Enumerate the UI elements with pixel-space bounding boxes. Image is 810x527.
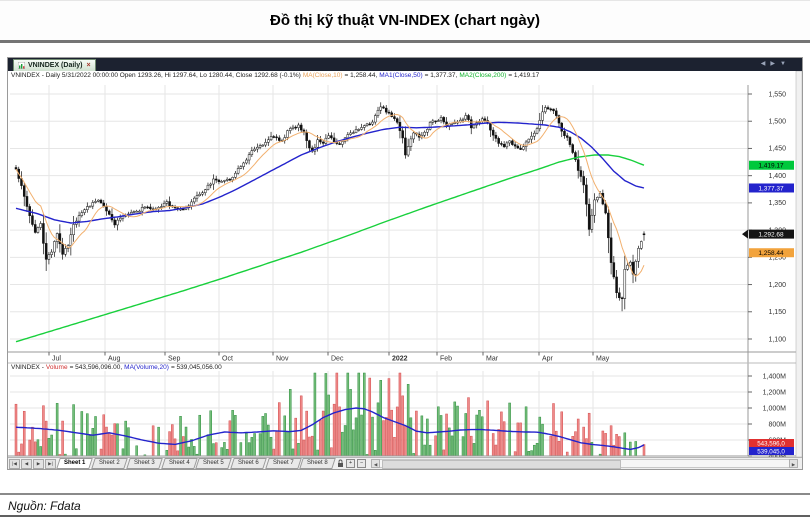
svg-text:1,350: 1,350 bbox=[768, 200, 786, 207]
horizontal-scrollbar[interactable]: ◀ ▶ bbox=[371, 459, 798, 469]
sheet-tab-8[interactable]: Sheet 8 bbox=[299, 458, 336, 469]
svg-text:1,450: 1,450 bbox=[768, 146, 786, 153]
svg-text:Oct: Oct bbox=[222, 356, 233, 363]
price-tags: 1,419.17 1,377.37 1,292.68 1,258.44 543,596,… bbox=[742, 160, 794, 455]
ma200-label: MA2(Close,200) bbox=[459, 72, 507, 79]
chart-tab-bar: VNINDEX (Daily) × ◀ ▶ ▼ bbox=[8, 58, 802, 71]
price-info-line: VNINDEX - Daily 5/31/2022 00:00:00 Open … bbox=[11, 72, 541, 79]
volume-layer bbox=[14, 372, 646, 457]
volume-value: = 543,596,096.00, bbox=[69, 364, 123, 371]
volume-ma-label: MA(Volume,20) bbox=[124, 364, 169, 371]
sheet-bar: |◀ ◀ ▶ ▶| Sheet 1 Sheet 2 Sheet 3 Sheet … bbox=[8, 457, 802, 469]
volume-prefix: VNINDEX - bbox=[11, 364, 44, 371]
add-sheet-icon[interactable]: + bbox=[346, 459, 356, 468]
svg-text:Mar: Mar bbox=[486, 356, 499, 363]
sheet-last-button[interactable]: ▶| bbox=[45, 458, 56, 469]
svg-text:Aug: Aug bbox=[108, 356, 121, 363]
tab-scroll-left-icon[interactable]: ◀ bbox=[760, 61, 766, 67]
svg-text:1,000M: 1,000M bbox=[763, 405, 787, 412]
volume-info-line: VNINDEX - Volume = 543,596,096.00, MA(Volum… bbox=[11, 364, 224, 371]
ma200-value: = 1,419.17 bbox=[508, 72, 540, 79]
svg-text:Feb: Feb bbox=[440, 356, 452, 363]
tab-menu-icon[interactable]: ▼ bbox=[780, 61, 786, 67]
tab-vnindex-daily[interactable]: VNINDEX (Daily) × bbox=[13, 59, 96, 71]
sheet-tab-1[interactable]: Sheet 1 bbox=[56, 458, 94, 469]
svg-text:1,150: 1,150 bbox=[768, 309, 786, 316]
close-icon[interactable]: × bbox=[86, 62, 91, 69]
volume-label: Volume bbox=[45, 364, 68, 371]
svg-text:400M: 400M bbox=[768, 453, 786, 457]
document-header: Đồ thị kỹ thuật VN-INDEX (chart ngày) bbox=[0, 0, 810, 43]
axis-labels: 1,5501,5001,4501,4001,3501,3001,2501,200… bbox=[48, 91, 787, 457]
svg-text:1,419.17: 1,419.17 bbox=[758, 163, 784, 170]
ma50-value: = 1,377.37, bbox=[424, 72, 458, 79]
scrollbar-thumb[interactable] bbox=[382, 460, 622, 469]
chart-window: VNINDEX (Daily) × ◀ ▶ ▼ 1,550 1,500 1,450 1… bbox=[7, 57, 803, 470]
volume-ma-value: = 539,045,056.00 bbox=[170, 364, 222, 371]
sheet-first-button[interactable]: |◀ bbox=[9, 458, 20, 469]
svg-text:543,596,0: 543,596,0 bbox=[757, 440, 785, 447]
sheet-tab-3[interactable]: Sheet 3 bbox=[126, 458, 163, 469]
svg-text:1,250: 1,250 bbox=[768, 255, 786, 262]
moving-averages-layer bbox=[15, 113, 645, 343]
sheet-tab-7[interactable]: Sheet 7 bbox=[264, 458, 302, 469]
svg-text:1,292.68: 1,292.68 bbox=[758, 232, 784, 239]
svg-text:1,500: 1,500 bbox=[768, 119, 786, 126]
svg-text:Jul: Jul bbox=[52, 356, 61, 363]
sheet-tab-6[interactable]: Sheet 6 bbox=[230, 458, 267, 469]
axes-layer bbox=[8, 71, 802, 457]
svg-text:1,258.44: 1,258.44 bbox=[758, 250, 784, 257]
svg-text:1,550: 1,550 bbox=[768, 91, 786, 98]
svg-text:Sep: Sep bbox=[168, 356, 181, 363]
ohlc-text: VNINDEX - Daily 5/31/2022 00:00:00 Open … bbox=[11, 72, 301, 79]
page-title: Đồ thị kỹ thuật VN-INDEX (chart ngày) bbox=[269, 12, 541, 29]
sheet-prev-button[interactable]: ◀ bbox=[21, 458, 32, 469]
price-volume-chart: 1,5501,5001,4501,4001,3501,3001,2501,200… bbox=[8, 71, 802, 457]
chart-client-area: 1,5501,5001,4501,4001,3501,3001,2501,200… bbox=[8, 71, 802, 457]
tab-scroll-right-icon[interactable]: ▶ bbox=[770, 61, 776, 67]
scrollbar-track[interactable] bbox=[380, 459, 789, 469]
svg-text:Dec: Dec bbox=[331, 356, 344, 363]
source-credit: Nguồn: Fdata bbox=[8, 499, 81, 513]
sheet-tab-4[interactable]: Sheet 4 bbox=[160, 458, 198, 469]
svg-text:800M: 800M bbox=[768, 421, 786, 428]
ma10-value: = 1,258.44, bbox=[344, 72, 378, 79]
svg-text:1,400: 1,400 bbox=[768, 173, 786, 180]
bottom-divider bbox=[0, 515, 810, 517]
lock-icon[interactable] bbox=[337, 459, 344, 468]
ma10-label: MA(Close,10) bbox=[302, 72, 343, 79]
footer-divider bbox=[0, 493, 810, 495]
svg-text:May: May bbox=[596, 356, 610, 363]
remove-sheet-icon[interactable]: − bbox=[357, 459, 367, 468]
tab-scroll-controls: ◀ ▶ ▼ bbox=[761, 61, 786, 67]
svg-text:1,100: 1,100 bbox=[768, 336, 786, 343]
svg-text:Nov: Nov bbox=[276, 356, 289, 363]
scroll-right-icon[interactable]: ▶ bbox=[789, 459, 798, 468]
sheet-tab-5[interactable]: Sheet 5 bbox=[195, 458, 232, 469]
scroll-left-icon[interactable]: ◀ bbox=[371, 459, 381, 468]
svg-text:1,400M: 1,400M bbox=[763, 373, 787, 380]
sheet-tab-2[interactable]: Sheet 2 bbox=[91, 458, 128, 469]
svg-text:1,377.37: 1,377.37 bbox=[758, 185, 784, 192]
svg-text:1,200: 1,200 bbox=[768, 282, 786, 289]
svg-text:1,200M: 1,200M bbox=[763, 389, 787, 396]
svg-text:539,045,0: 539,045,0 bbox=[757, 448, 785, 455]
chart-icon bbox=[17, 61, 26, 70]
svg-text:Apr: Apr bbox=[542, 356, 554, 363]
svg-text:2022: 2022 bbox=[392, 356, 408, 363]
ma50-label: MA1(Close,50) bbox=[379, 72, 423, 79]
tab-label: VNINDEX (Daily) bbox=[28, 62, 83, 69]
sheet-next-button[interactable]: ▶ bbox=[33, 458, 44, 469]
